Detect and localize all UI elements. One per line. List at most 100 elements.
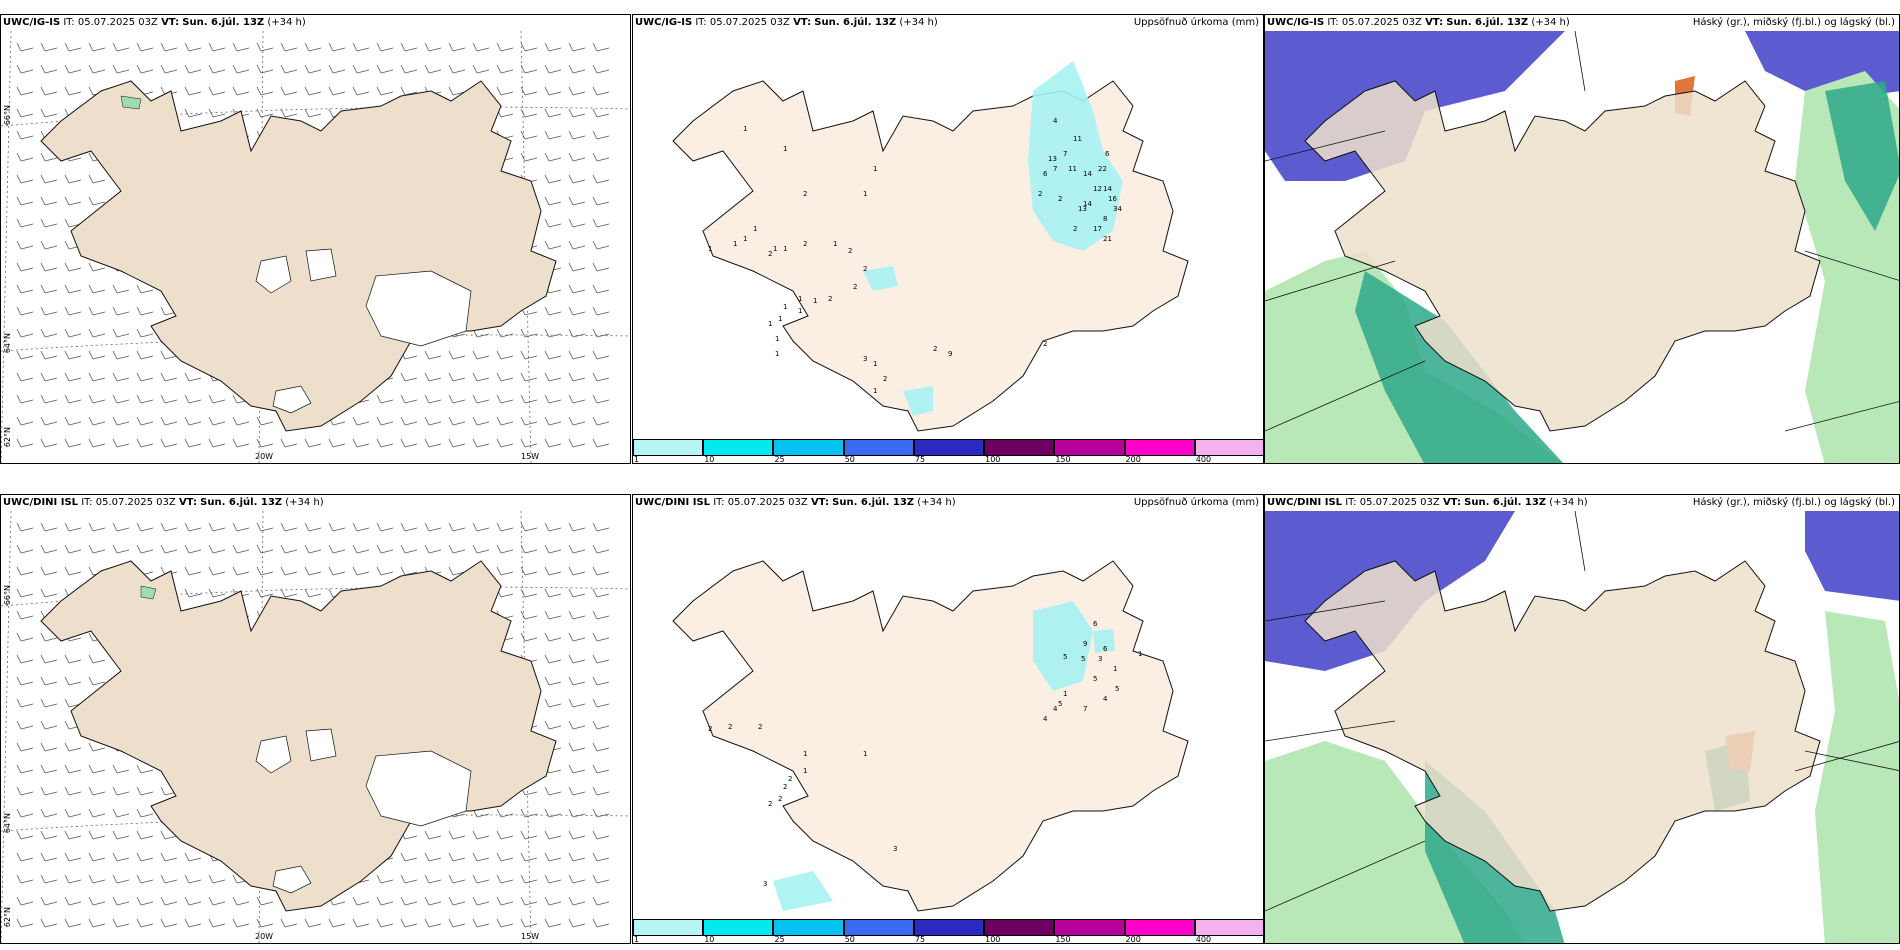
- wind-barb: [544, 218, 562, 228]
- wind-barb: [592, 328, 610, 338]
- precip-value-label: 7: [1083, 705, 1087, 713]
- precip-value-label: 1: [783, 303, 787, 311]
- colorbar-swatch: [843, 919, 914, 936]
- wind-barb: [136, 328, 154, 338]
- wind-barb: [64, 328, 82, 338]
- wind-barb: [352, 64, 370, 74]
- wind-barb: [40, 306, 58, 316]
- wind-barb: [64, 786, 82, 796]
- precip-value-label: 3: [863, 355, 867, 363]
- wind-barb: [40, 284, 58, 294]
- wind-barb: [496, 394, 514, 404]
- wind-barb: [64, 64, 82, 74]
- wind-barb: [88, 350, 106, 360]
- wind-barb: [280, 522, 298, 532]
- wind-barb: [424, 416, 442, 426]
- wind-barb: [472, 438, 490, 448]
- precip-value-label: 34: [1113, 205, 1122, 213]
- wind-barb: [568, 240, 586, 250]
- precip-value-label: 1: [753, 225, 757, 233]
- wind-barb: [568, 284, 586, 294]
- precip-value-label: 2: [1038, 190, 1042, 198]
- wind-barb: [40, 522, 58, 532]
- wind-barb: [328, 86, 346, 96]
- iceland-land: [40, 80, 557, 432]
- wind-barb: [592, 566, 610, 576]
- iceland-land: [672, 80, 1189, 432]
- wind-barb: [232, 566, 250, 576]
- precip-value-label: 9: [1083, 640, 1087, 648]
- wind-barb: [160, 416, 178, 426]
- glaciers: [255, 248, 472, 414]
- wind-barb: [568, 808, 586, 818]
- wind-barb: [136, 438, 154, 448]
- colorbar-swatch: [1054, 919, 1125, 936]
- colorbar-swatch: [1124, 919, 1195, 936]
- wind-barb: [280, 588, 298, 598]
- wind-barb: [592, 742, 610, 752]
- wind-barb: [568, 86, 586, 96]
- wind-barb: [64, 438, 82, 448]
- iceland-land: [40, 560, 557, 912]
- wind-barb: [88, 874, 106, 884]
- precip-value-label: 2: [788, 775, 792, 783]
- wind-barb: [160, 394, 178, 404]
- wind-barb: [256, 86, 274, 96]
- wind-barb: [232, 64, 250, 74]
- precip-value-label: 1: [873, 165, 877, 173]
- precip-value-label: 2: [828, 295, 832, 303]
- wind-barb: [160, 544, 178, 554]
- wind-barb: [520, 566, 538, 576]
- wind-barb: [40, 350, 58, 360]
- wind-barb: [400, 852, 418, 862]
- cloud-layers: [1265, 31, 1899, 463]
- wind-barb: [304, 64, 322, 74]
- precip-value-label: 5: [1093, 675, 1097, 683]
- wind-barb: [592, 306, 610, 316]
- wind-barb: [280, 544, 298, 554]
- wind-barb: [160, 42, 178, 52]
- wind-barb: [64, 350, 82, 360]
- precip-value-label: 2: [933, 345, 937, 353]
- wind-barb: [472, 830, 490, 840]
- wind-barb: [304, 522, 322, 532]
- wind-barb: [472, 544, 490, 554]
- wind-barb: [208, 896, 226, 906]
- wind-barb: [544, 64, 562, 74]
- wind-barb: [40, 720, 58, 730]
- wind-barb: [208, 438, 226, 448]
- wind-barb: [592, 196, 610, 206]
- wind-barb: [256, 544, 274, 554]
- colorbar-swatch: [984, 919, 1055, 936]
- wind-barb: [16, 64, 34, 74]
- wind-barb: [136, 830, 154, 840]
- wind-barb: [40, 742, 58, 752]
- wind-barb: [496, 64, 514, 74]
- wind-barb: [496, 874, 514, 884]
- wind-barb: [184, 394, 202, 404]
- wind-barb: [16, 218, 34, 228]
- wind-barb: [472, 852, 490, 862]
- wind-barb: [40, 86, 58, 96]
- wind-barb: [544, 874, 562, 884]
- wind-barb: [568, 918, 586, 928]
- precip-value-label: 6: [1093, 620, 1098, 628]
- precip-value-label: 2: [758, 723, 762, 731]
- precip-value-label: 1: [873, 360, 877, 368]
- precip-value-label: 1: [1063, 690, 1067, 698]
- wind-barb: [568, 720, 586, 730]
- wind-barb: [184, 64, 202, 74]
- panel-title: UWC/IG-IS IT: 05.07.2025 03Z VT: Sun. 6.…: [3, 17, 306, 28]
- wind-barb: [448, 830, 466, 840]
- iceland-land: [1304, 80, 1821, 432]
- wind-barb: [88, 42, 106, 52]
- wind-barb: [592, 438, 610, 448]
- colorbar-tick-label: 1: [634, 935, 640, 944]
- wind-barb: [472, 896, 490, 906]
- small-green-patch: [140, 585, 157, 600]
- wind-barb: [64, 196, 82, 206]
- precip-value-label: 2: [803, 240, 807, 248]
- wind-barb: [520, 42, 538, 52]
- wind-barb: [448, 372, 466, 382]
- wind-barb: [280, 438, 298, 448]
